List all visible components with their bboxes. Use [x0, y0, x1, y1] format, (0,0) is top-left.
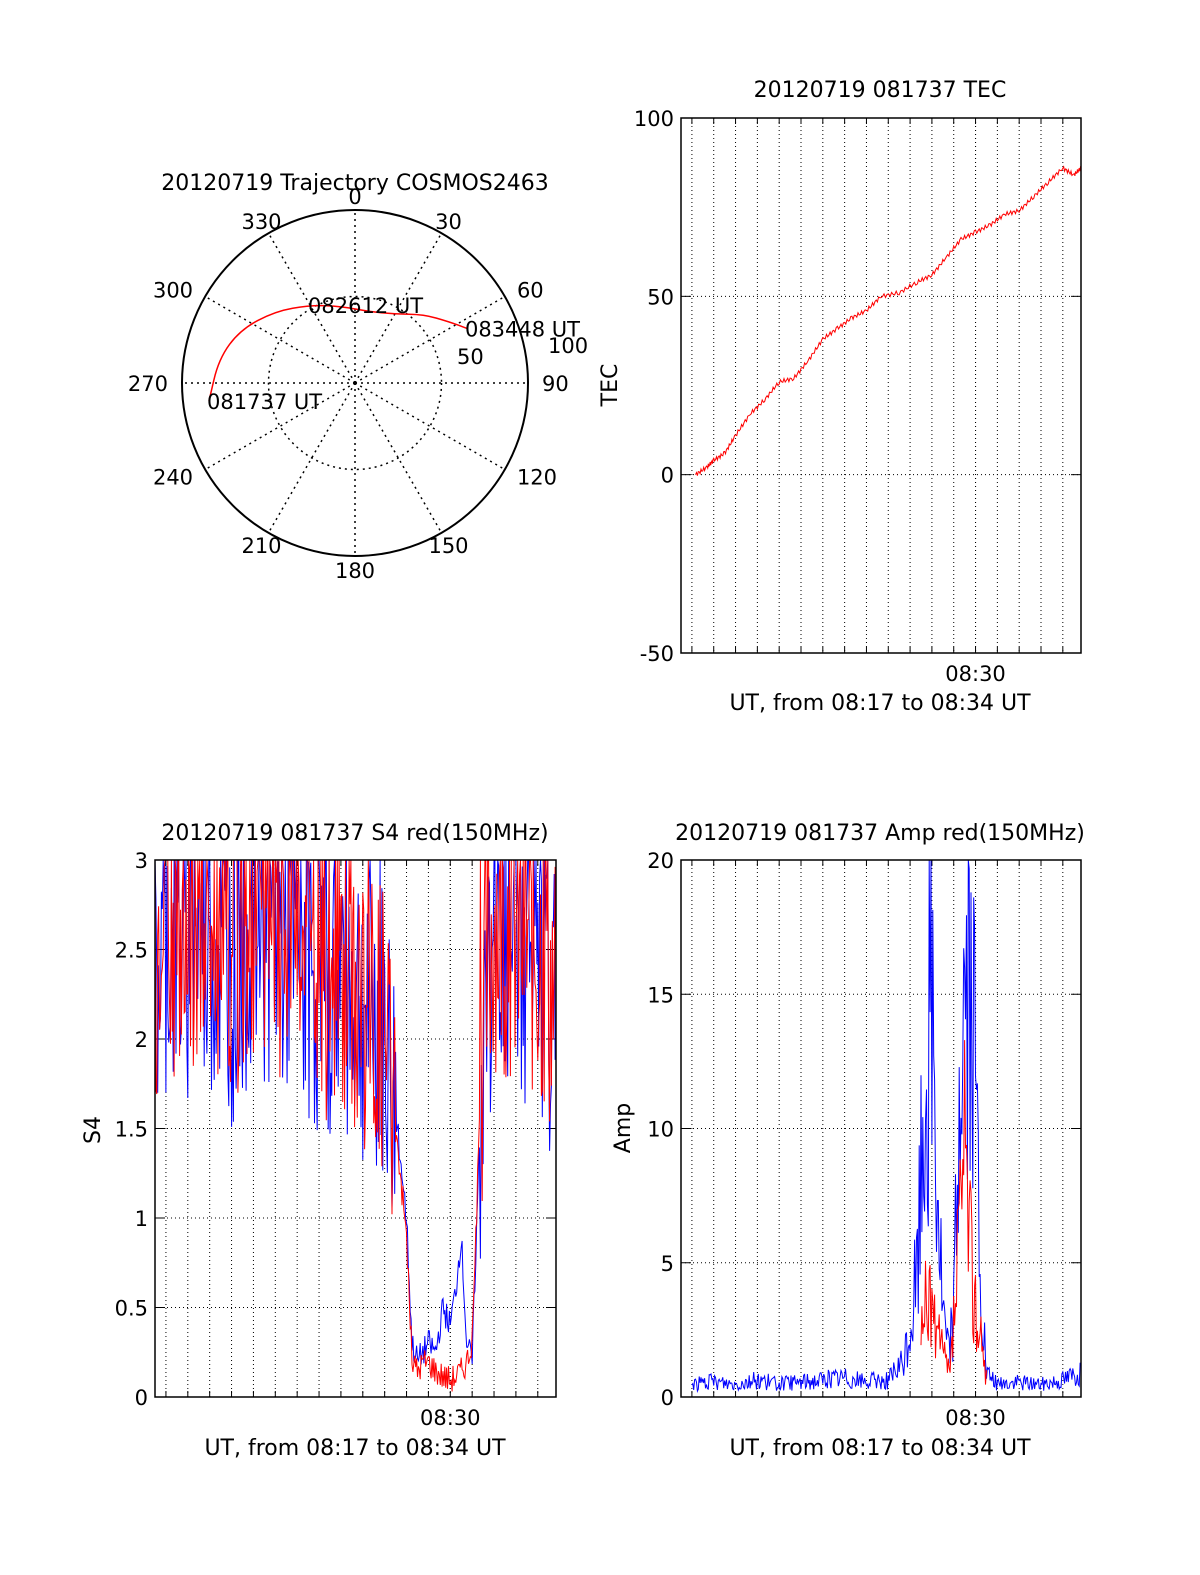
polar-azimuth-label-60: 60	[517, 279, 544, 303]
amp-title: 20120719 081737 Amp red(150MHz)	[675, 821, 1085, 846]
s4-ytick-label: 1.5	[115, 1118, 148, 1142]
s4-ytick-label: 2	[135, 1028, 148, 1052]
polar-azimuth-label-330: 330	[241, 210, 281, 234]
tec-ytick-label: 50	[647, 285, 674, 309]
tec-xtick-label: 08:30	[945, 662, 1006, 686]
polar-spoke-60	[354, 295, 506, 384]
polar-title: 20120719 Trajectory COSMOS2463	[161, 171, 548, 196]
s4-axes-frame	[154, 859, 557, 1398]
polar-spoke-30	[354, 232, 443, 384]
amp-axes-frame	[680, 859, 1082, 1398]
polar-outer-circle	[181, 209, 529, 557]
s4-xtick-label: 08:30	[420, 1406, 481, 1430]
amp-xtick-label: 08:30	[945, 1406, 1006, 1430]
s4-ytick-label: 1	[135, 1207, 148, 1231]
polar-spoke-330	[267, 232, 356, 384]
tec-plot-area: -50 0 50 100 08:30	[634, 107, 1082, 686]
polar-azimuth-label-270: 270	[128, 372, 168, 396]
amp-ytick-label: 5	[661, 1252, 674, 1276]
polar-trajectory-line-0	[208, 304, 468, 402]
polar-annotation-2: 083448 UT	[465, 317, 580, 341]
panel-amp: 20120719 081737 Amp red(150MHz) 0 5 10 15 20…	[611, 821, 1085, 1461]
panel-tec: 20120719 081737 TEC -50 0 50 100 08:30 UT, f…	[598, 78, 1082, 716]
tec-axes-frame	[680, 117, 1082, 654]
tec-series-red	[695, 165, 1082, 476]
polar-spoke-240	[204, 382, 356, 471]
panel-s4: 20120719 081737 S4 red(150MHz) 0 0.5 1 1.5 2…	[81, 821, 557, 1461]
amp-ytick-label: 20	[647, 849, 674, 873]
s4-ytick-label: 0.5	[115, 1297, 148, 1321]
amp-ytick-label: 15	[647, 983, 674, 1007]
polar-annotation-1: 082612 UT	[308, 294, 423, 318]
tec-ytick-label: 100	[634, 107, 674, 131]
s4-ylabel: S4	[81, 1116, 106, 1144]
polar-annotation-0: 081737 UT	[207, 390, 322, 414]
polar-ring-50	[267, 295, 443, 471]
polar-spoke-150	[354, 382, 443, 534]
tec-title: 20120719 081737 TEC	[754, 78, 1007, 103]
s4-xlabel: UT, from 08:17 to 08:34 UT	[204, 1436, 506, 1461]
polar-elevation-label-50: 50	[457, 345, 484, 369]
panel-polar-trajectory: 20120719 Trajectory COSMOS2463 0 30 60 90 12…	[128, 171, 588, 583]
polar-trajectory-series	[208, 304, 468, 402]
polar-azimuth-label-240: 240	[153, 466, 193, 490]
polar-azimuth-label-300: 300	[153, 279, 193, 303]
polar-spoke-300	[204, 295, 356, 384]
polar-azimuth-labels: 0 30 60 90 120 150 180 210 240 270 300 330 50 100	[128, 185, 588, 583]
polar-grid	[181, 209, 529, 557]
polar-azimuth-label-210: 210	[241, 534, 281, 558]
amp-ylabel: Amp	[611, 1103, 636, 1153]
polar-elevation-label-100: 100	[548, 334, 588, 358]
s4-ytick-label: 3	[135, 849, 148, 873]
tec-ylabel: TEC	[598, 364, 623, 408]
amp-ytick-label: 0	[661, 1386, 674, 1410]
polar-spoke-120	[354, 382, 506, 471]
polar-azimuth-label-120: 120	[517, 466, 557, 490]
amp-ytick-label: 10	[647, 1118, 674, 1142]
polar-annotations: 081737 UT 082612 UT 083448 UT	[207, 294, 580, 414]
polar-azimuth-label-30: 30	[435, 210, 462, 234]
polar-spoke-210	[267, 382, 356, 534]
amp-series-blue	[691, 859, 1082, 1393]
polar-azimuth-label-180: 180	[335, 559, 375, 583]
tec-xlabel: UT, from 08:17 to 08:34 UT	[729, 691, 1031, 716]
s4-series-red	[154, 859, 557, 1392]
s4-plot-area: 0 0.5 1 1.5 2 2.5 3 08:30	[115, 849, 557, 1430]
polar-azimuth-label-90: 90	[542, 372, 569, 396]
amp-xlabel: UT, from 08:17 to 08:34 UT	[729, 1436, 1031, 1461]
tec-ytick-label: 0	[661, 464, 674, 488]
polar-azimuth-label-0: 0	[348, 185, 361, 209]
polar-azimuth-label-150: 150	[428, 534, 468, 558]
s4-ytick-label: 0	[135, 1386, 148, 1410]
s4-title: 20120719 081737 S4 red(150MHz)	[161, 821, 548, 846]
s4-ytick-label: 2.5	[115, 939, 148, 963]
tec-ytick-label: -50	[640, 642, 674, 666]
amp-plot-area: 0 5 10 15 20 08:30	[647, 849, 1082, 1430]
amp-series-red	[920, 1040, 987, 1385]
